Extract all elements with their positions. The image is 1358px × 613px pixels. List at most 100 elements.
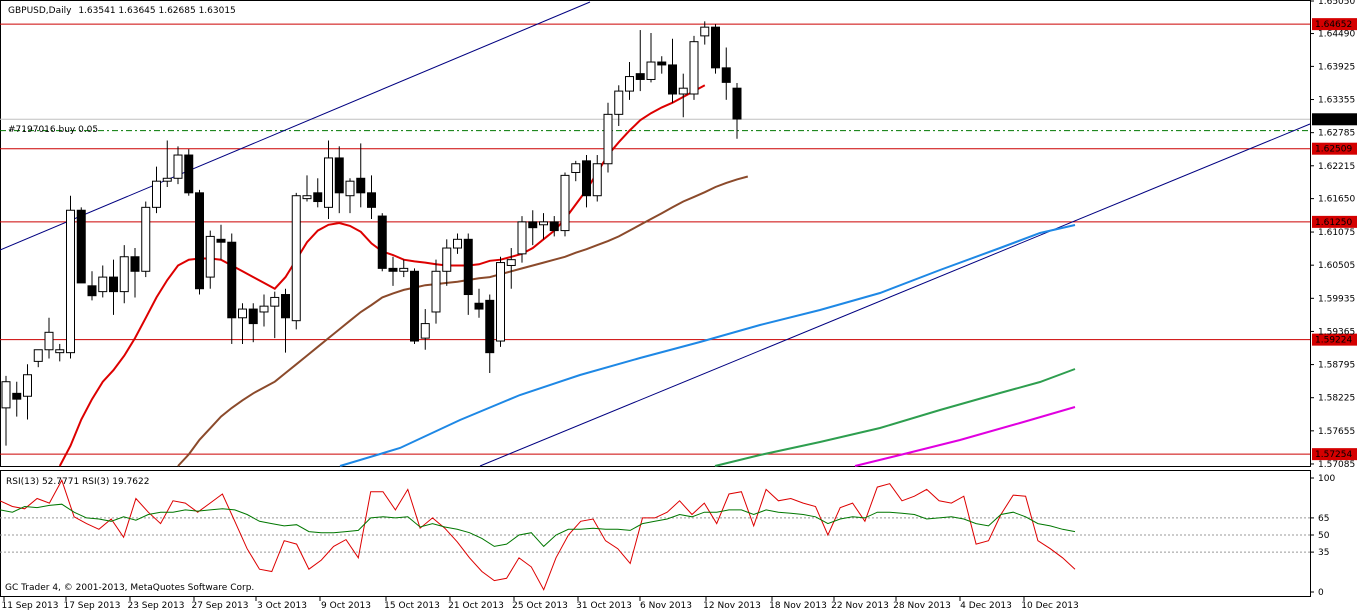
bullish-candle — [625, 76, 634, 92]
ma-green-line — [714, 368, 1076, 467]
bullish-candle — [539, 221, 548, 226]
bullish-candle — [399, 267, 409, 272]
x-tick-label: 23 Sep 2013 — [127, 601, 184, 611]
bearish-candle — [528, 221, 538, 229]
bullish-candle — [162, 177, 172, 182]
bullish-candle — [453, 238, 462, 249]
bullish-candle — [517, 221, 527, 255]
bullish-candle — [238, 308, 247, 319]
bearish-candle — [334, 157, 344, 194]
bullish-candle — [571, 163, 581, 173]
ohlc-values: 1.63541 1.63645 1.62685 1.63015 — [78, 6, 235, 16]
x-tick-label: 27 Sep 2013 — [191, 601, 248, 611]
rsi-tick-label: 50 — [1318, 531, 1330, 541]
x-tick-label: 9 Oct 2013 — [321, 601, 371, 611]
current-price-tag — [1312, 113, 1357, 126]
bearish-candle — [474, 302, 484, 310]
bearish-candle — [711, 26, 720, 69]
bullish-candle — [689, 41, 699, 95]
x-tick-label: 4 Dec 2013 — [960, 601, 1012, 611]
order-label: #7197016 buy 0.05 — [8, 125, 98, 135]
main-panel-frame — [0, 0, 1311, 467]
bullish-candle — [560, 174, 570, 232]
price-tick-label: 1.64490 — [1318, 30, 1355, 40]
bearish-candle — [281, 294, 290, 319]
bearish-candle — [356, 177, 366, 194]
bullish-candle — [592, 163, 602, 197]
bearish-candle — [195, 192, 204, 290]
bullish-candle — [55, 349, 65, 354]
bullish-candle — [173, 154, 183, 179]
level-price-tag — [1312, 215, 1357, 228]
x-tick-label: 25 Oct 2013 — [512, 601, 568, 611]
level-price-tag — [1312, 142, 1357, 155]
rsi-panel-frame — [0, 470, 1311, 597]
price-tick-label: 1.63355 — [1318, 96, 1355, 106]
bearish-candle — [668, 64, 677, 95]
symbol-label: GBPUSD,Daily — [8, 6, 72, 16]
copyright-text: GC Trader 4, © 2001-2013, MetaQuotes Sof… — [5, 583, 254, 593]
bullish-candle — [506, 259, 516, 266]
level-price-label: 1.61250 — [1315, 218, 1352, 228]
bearish-candle — [87, 285, 97, 297]
bearish-candle — [463, 238, 473, 296]
price-tick-label: 1.61075 — [1318, 228, 1355, 238]
level-price-tag — [1312, 18, 1357, 31]
level-price-tag — [1312, 333, 1357, 346]
bullish-candle — [302, 195, 312, 200]
x-tick-label: 11 Sep 2013 — [1, 601, 58, 611]
price-tick-label: 1.59365 — [1318, 327, 1355, 337]
bearish-candle — [410, 270, 419, 342]
bullish-candle — [23, 374, 32, 397]
x-tick-label: 15 Oct 2013 — [384, 601, 440, 611]
bearish-candle — [109, 276, 118, 293]
bullish-candle — [1, 381, 11, 409]
bullish-candle — [66, 209, 75, 354]
bullish-candle — [420, 323, 430, 339]
bullish-candle — [700, 26, 710, 37]
rsi13-line — [0, 503, 1076, 548]
bearish-candle — [76, 209, 86, 284]
bullish-candle — [442, 247, 452, 272]
price-tick-label: 1.60505 — [1318, 261, 1355, 271]
x-tick-label: 28 Nov 2013 — [893, 601, 951, 611]
bullish-candle — [291, 195, 301, 322]
x-tick-label: 21 Oct 2013 — [448, 601, 504, 611]
bullish-candle — [614, 90, 624, 115]
x-tick-label: 17 Sep 2013 — [63, 601, 120, 611]
bearish-candle — [313, 192, 323, 203]
price-tick-label: 1.57655 — [1318, 427, 1355, 437]
x-tick-label: 31 Oct 2013 — [576, 601, 632, 611]
bearish-candle — [635, 73, 645, 80]
level-price-label: 1.59224 — [1315, 336, 1352, 346]
x-tick-label: 10 Dec 2013 — [1021, 601, 1079, 611]
rsi-tick-label: 0 — [1318, 588, 1324, 598]
bearish-candle — [388, 267, 398, 272]
level-price-label: 1.64652 — [1315, 20, 1352, 30]
bullish-candle — [678, 87, 688, 95]
rsi-tick-label: 35 — [1318, 548, 1329, 558]
bearish-candle — [216, 238, 226, 243]
current-price-label: 1.63015 — [1315, 115, 1352, 125]
bearish-candle — [227, 241, 237, 319]
bearish-candle — [367, 192, 376, 208]
price-tick-label: 1.65050 — [1318, 0, 1355, 7]
price-tick-label: 1.58795 — [1318, 361, 1355, 371]
level-price-tag — [1312, 448, 1357, 461]
level-price-label: 1.62509 — [1315, 145, 1352, 155]
price-tick-label: 1.57085 — [1318, 460, 1355, 470]
price-tick-label: 1.61650 — [1318, 195, 1355, 205]
rsi-header: RSI(13) 52.7771 RSI(3) 19.7622 — [6, 477, 149, 487]
ma-brown-line — [177, 175, 749, 467]
bearish-candle — [549, 221, 559, 232]
bearish-candle — [377, 215, 387, 269]
x-tick-label: 12 Nov 2013 — [703, 601, 761, 611]
bearish-candle — [721, 67, 731, 83]
bearish-candle — [485, 299, 495, 354]
bullish-candle — [603, 113, 613, 165]
bearish-candle — [732, 87, 742, 120]
bearish-candle — [248, 308, 258, 325]
